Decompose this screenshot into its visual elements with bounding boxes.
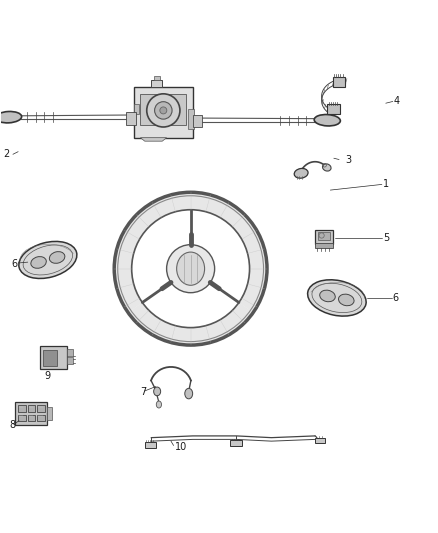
Ellipse shape xyxy=(177,252,205,285)
Bar xyxy=(327,104,340,114)
Bar xyxy=(47,407,52,420)
Ellipse shape xyxy=(294,168,308,178)
Text: 6: 6 xyxy=(393,293,399,303)
Polygon shape xyxy=(114,192,191,312)
Ellipse shape xyxy=(160,107,167,114)
Bar xyxy=(153,76,160,79)
Bar xyxy=(230,440,242,446)
Bar xyxy=(145,442,156,448)
Bar xyxy=(151,79,162,87)
Text: 9: 9 xyxy=(45,370,51,381)
Bar xyxy=(67,350,73,357)
Ellipse shape xyxy=(320,290,335,302)
Text: 5: 5 xyxy=(383,233,389,243)
Bar xyxy=(187,109,194,129)
Ellipse shape xyxy=(314,115,340,126)
Ellipse shape xyxy=(166,245,215,293)
Bar xyxy=(37,405,45,413)
Bar xyxy=(134,87,193,138)
Ellipse shape xyxy=(339,294,354,306)
Ellipse shape xyxy=(185,389,193,399)
Text: 2: 2 xyxy=(3,149,9,159)
Polygon shape xyxy=(191,192,267,312)
Bar xyxy=(18,405,25,413)
Text: 8: 8 xyxy=(10,421,16,431)
Bar xyxy=(318,232,330,240)
Bar xyxy=(18,415,25,422)
Bar xyxy=(134,104,139,114)
Ellipse shape xyxy=(155,102,172,119)
Ellipse shape xyxy=(322,164,331,171)
Bar xyxy=(40,346,67,369)
Text: 1: 1 xyxy=(383,180,389,189)
Bar xyxy=(315,438,325,443)
Bar xyxy=(67,357,73,364)
Bar xyxy=(37,415,45,422)
Bar xyxy=(141,94,186,125)
Ellipse shape xyxy=(156,401,162,408)
Bar xyxy=(126,112,136,125)
Ellipse shape xyxy=(154,387,161,396)
Bar xyxy=(193,115,202,127)
Bar xyxy=(315,230,333,244)
Polygon shape xyxy=(141,138,166,141)
Polygon shape xyxy=(128,303,253,345)
Ellipse shape xyxy=(49,252,65,263)
Bar xyxy=(42,350,57,366)
Bar xyxy=(28,415,35,422)
Bar xyxy=(28,405,35,413)
Bar xyxy=(14,402,47,425)
Ellipse shape xyxy=(0,111,21,123)
Text: 4: 4 xyxy=(394,96,400,107)
Ellipse shape xyxy=(307,280,366,316)
Ellipse shape xyxy=(147,94,180,127)
Text: 10: 10 xyxy=(174,442,187,453)
Ellipse shape xyxy=(19,241,77,278)
Bar xyxy=(315,243,333,248)
Text: 7: 7 xyxy=(141,387,147,397)
Bar xyxy=(332,77,345,87)
Text: 6: 6 xyxy=(12,259,18,269)
Text: 3: 3 xyxy=(346,155,352,165)
Ellipse shape xyxy=(31,256,46,268)
